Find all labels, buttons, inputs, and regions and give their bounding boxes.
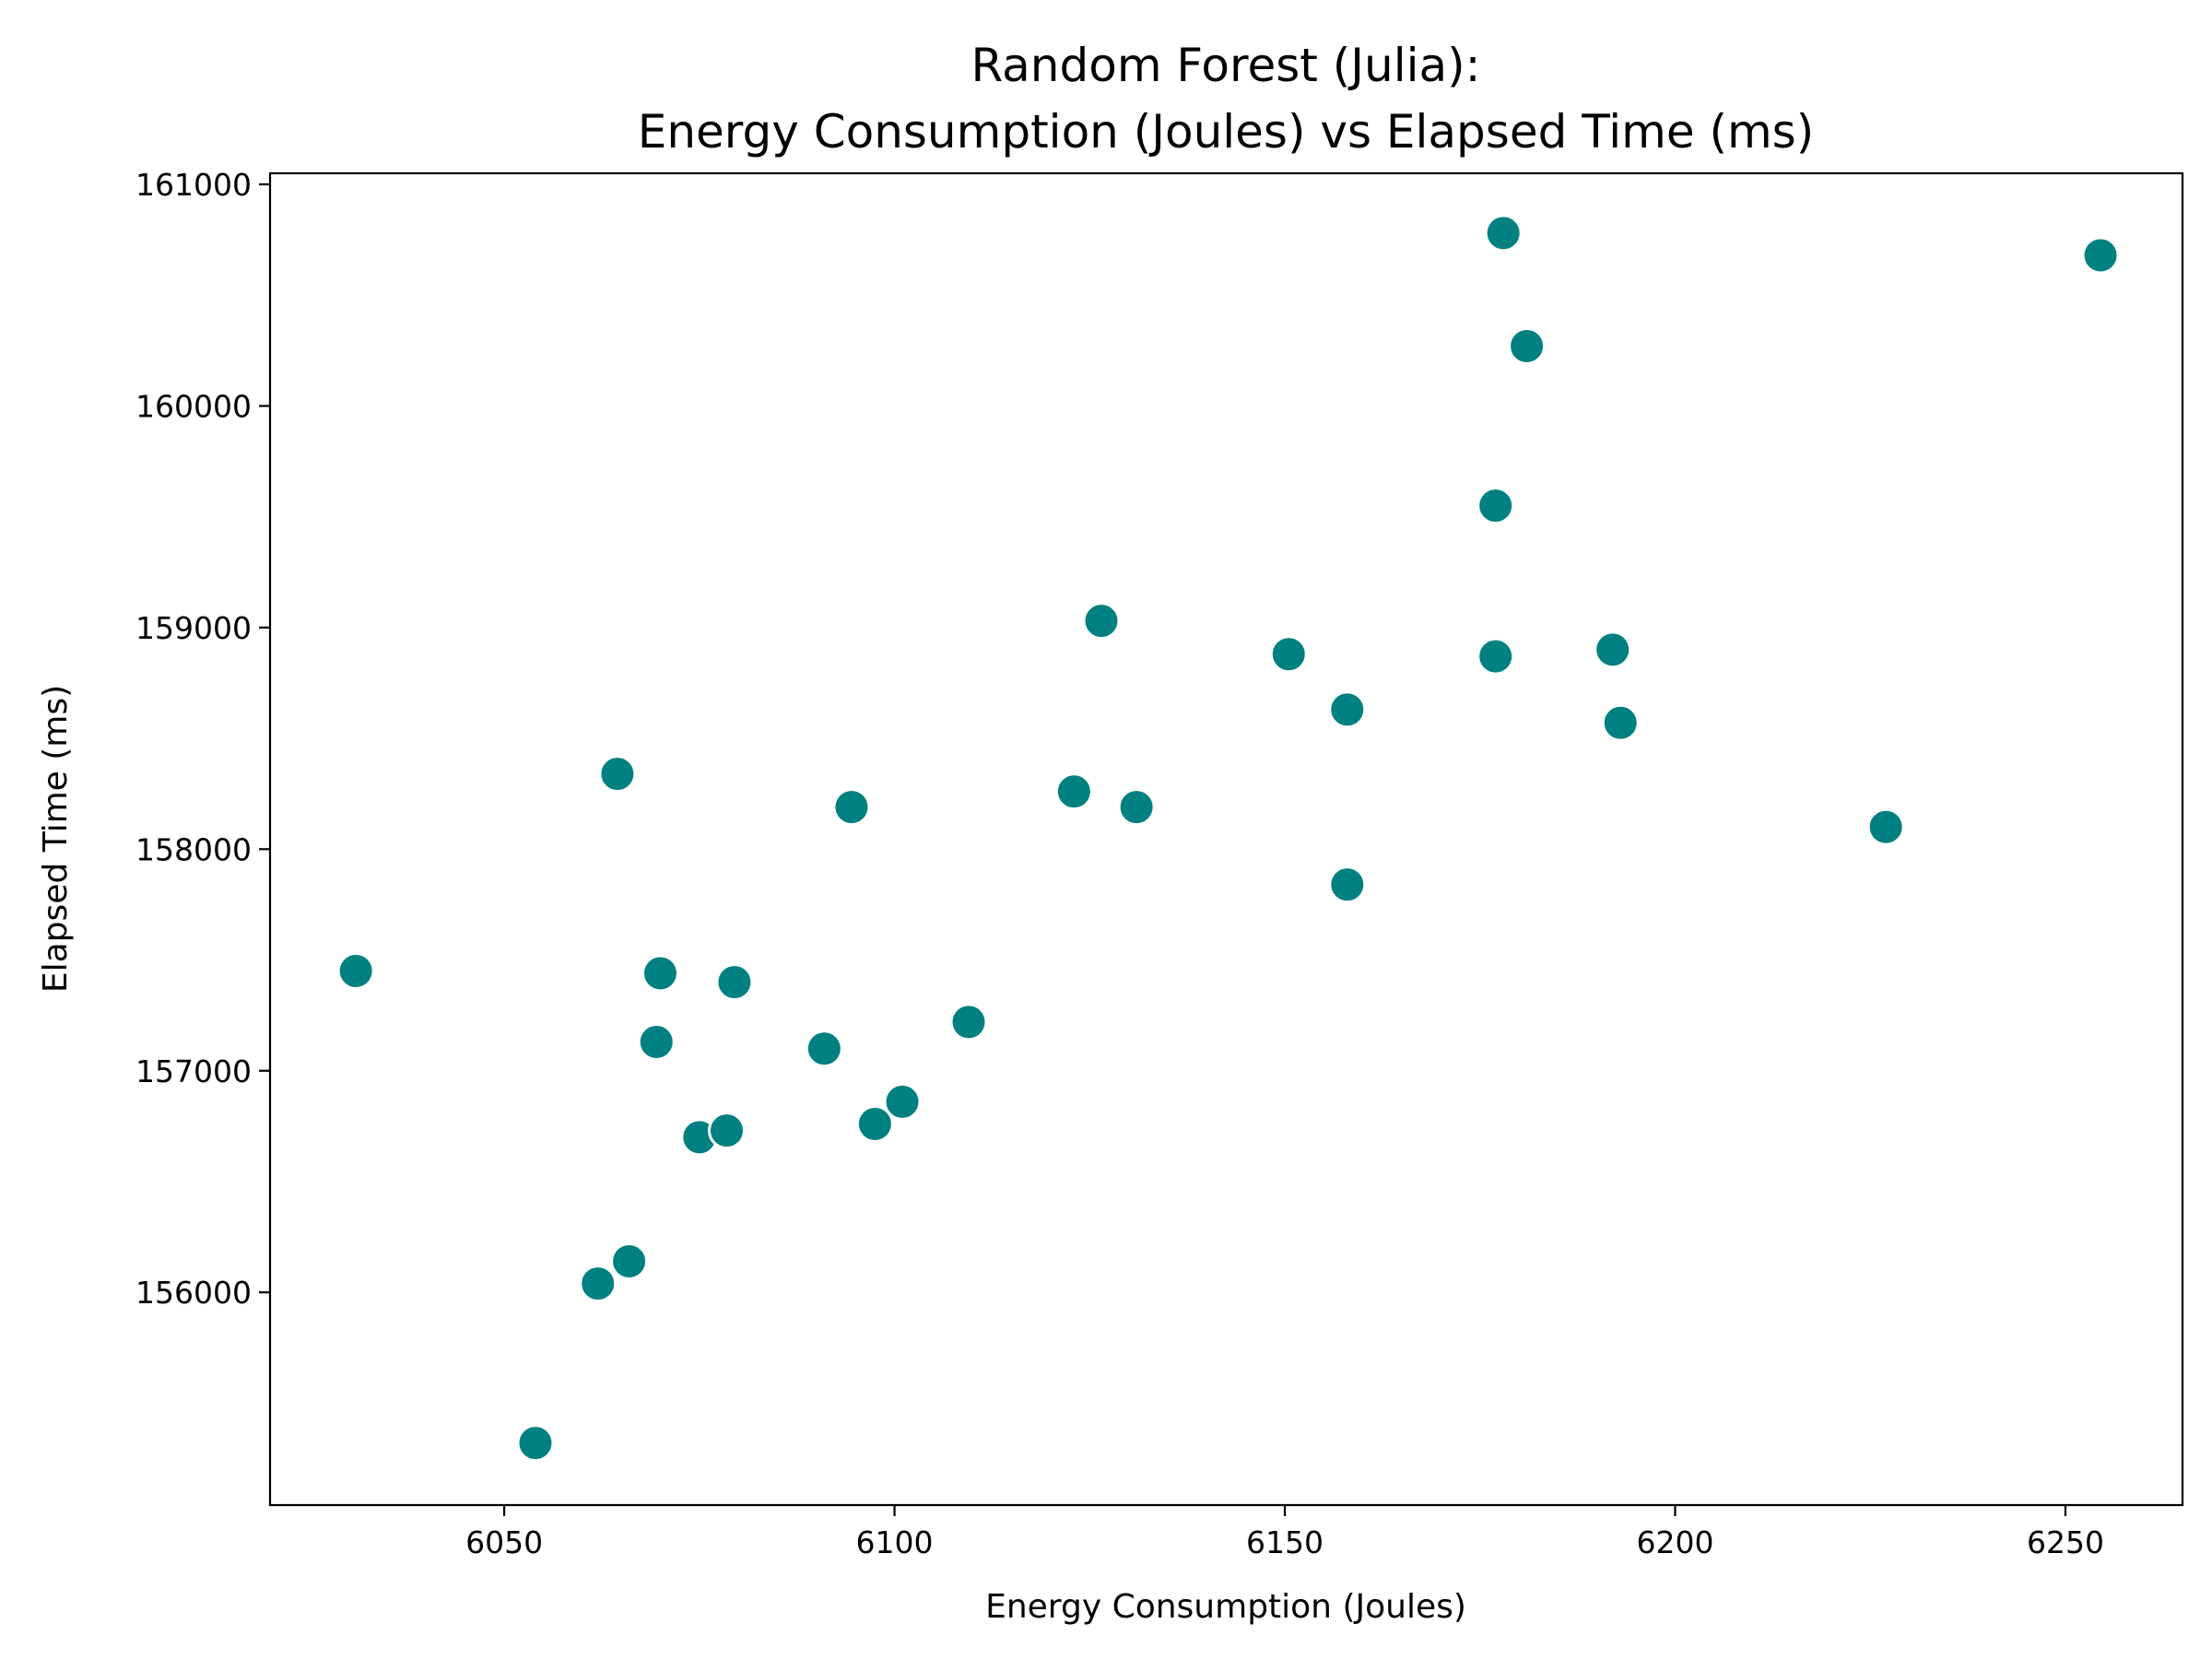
- data-point-28: [1866, 807, 1905, 846]
- data-point-1: [336, 952, 375, 991]
- data-point-4: [598, 755, 637, 794]
- data-point-6: [637, 1022, 676, 1061]
- x-axis-label: Energy Consumption (Joules): [985, 1588, 1466, 1626]
- y-tick-label: 156000: [135, 1275, 252, 1311]
- x-tick-label: 6150: [1246, 1524, 1324, 1560]
- plot-frame: [268, 171, 2184, 1507]
- x-tick-label: 6250: [2027, 1524, 2104, 1560]
- data-point-12: [832, 788, 871, 827]
- data-point-14: [883, 1082, 922, 1121]
- x-tick-label: 6200: [1636, 1524, 1713, 1560]
- data-point-7: [641, 954, 679, 993]
- data-point-17: [1082, 602, 1121, 641]
- x-tick-label: 6050: [465, 1524, 543, 1560]
- data-point-18: [1117, 788, 1156, 827]
- data-point-22: [1477, 487, 1515, 525]
- y-axis-ticks: 156000 157000 158000 159000 160000 161000: [135, 167, 270, 1311]
- data-point-16: [1054, 772, 1093, 811]
- data-point-29: [2081, 236, 2120, 275]
- data-point-23: [1477, 637, 1515, 676]
- data-point-24: [1484, 214, 1523, 253]
- y-axis-label: Elapsed Time (ms): [37, 685, 75, 993]
- data-point-13: [855, 1104, 894, 1143]
- x-axis-ticks: 6050 6100 6150 6200 6250: [465, 1505, 2104, 1560]
- data-point-3: [579, 1265, 618, 1303]
- data-point-26: [1594, 630, 1632, 669]
- data-points: [336, 214, 2120, 1463]
- data-point-9: [707, 1112, 746, 1150]
- data-point-19: [1269, 635, 1308, 674]
- y-tick-label: 160000: [135, 388, 252, 424]
- chart-title-line-2: Energy Consumption (Joules) vs Elapsed T…: [638, 105, 1815, 159]
- data-point-2: [516, 1424, 555, 1463]
- data-point-25: [1508, 327, 1547, 366]
- y-tick-label: 161000: [135, 167, 252, 203]
- chart-title-line-1: Random Forest (Julia):: [971, 39, 1481, 92]
- data-point-15: [949, 1003, 988, 1041]
- y-tick-label: 159000: [135, 610, 252, 646]
- data-point-11: [805, 1030, 843, 1068]
- y-tick-label: 158000: [135, 831, 252, 867]
- y-tick-label: 157000: [135, 1053, 252, 1089]
- data-point-20: [1328, 690, 1367, 729]
- data-point-27: [1601, 703, 1640, 742]
- data-point-5: [610, 1242, 649, 1281]
- data-point-10: [715, 963, 754, 1002]
- x-tick-label: 6100: [856, 1524, 934, 1560]
- data-point-21: [1328, 865, 1367, 904]
